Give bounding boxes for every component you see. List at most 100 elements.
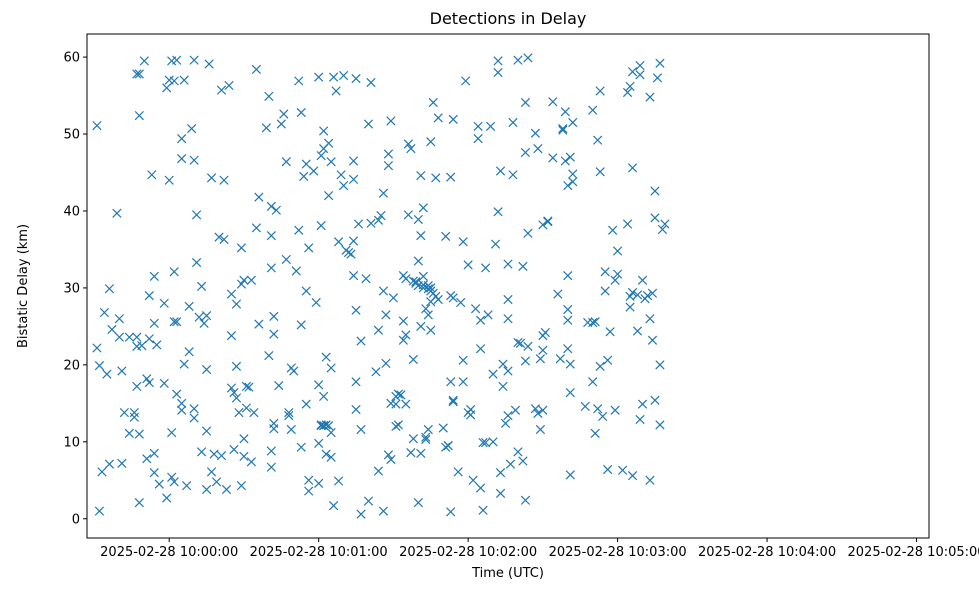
data-point bbox=[558, 125, 568, 135]
data-point bbox=[336, 170, 346, 180]
x-tick-label: 2025-02-28 10:05:00 bbox=[848, 545, 979, 560]
data-point bbox=[97, 467, 107, 477]
data-point bbox=[216, 85, 227, 95]
data-point bbox=[177, 134, 187, 144]
data-point bbox=[378, 188, 389, 198]
data-point bbox=[635, 414, 645, 425]
data-point bbox=[610, 405, 620, 415]
data-point bbox=[179, 75, 189, 85]
data-point bbox=[279, 109, 289, 119]
data-point bbox=[398, 316, 408, 326]
data-point bbox=[149, 271, 159, 282]
data-point bbox=[353, 219, 364, 229]
data-point bbox=[635, 60, 645, 71]
data-point bbox=[254, 319, 264, 329]
data-point bbox=[191, 257, 202, 268]
data-point bbox=[426, 283, 436, 293]
data-point bbox=[348, 236, 359, 246]
data-point bbox=[149, 448, 159, 458]
data-point bbox=[254, 192, 264, 202]
data-point bbox=[401, 399, 411, 409]
data-point bbox=[301, 159, 311, 169]
data-point bbox=[503, 314, 513, 324]
data-point bbox=[373, 466, 384, 476]
data-point bbox=[224, 80, 234, 91]
data-point bbox=[204, 59, 214, 69]
data-point bbox=[311, 297, 321, 308]
data-point bbox=[406, 447, 416, 458]
data-point bbox=[490, 239, 501, 249]
data-point bbox=[137, 341, 147, 351]
data-point bbox=[513, 337, 523, 348]
data-point bbox=[510, 405, 521, 415]
data-point bbox=[635, 70, 645, 80]
data-point bbox=[475, 344, 486, 354]
data-point bbox=[453, 467, 463, 477]
data-point bbox=[291, 266, 301, 276]
data-point bbox=[503, 259, 513, 269]
data-point bbox=[107, 324, 117, 335]
data-point bbox=[560, 107, 570, 117]
data-point bbox=[189, 55, 199, 65]
data-point bbox=[603, 464, 613, 475]
data-point bbox=[508, 170, 518, 180]
data-point bbox=[627, 67, 638, 77]
data-point bbox=[371, 367, 381, 377]
data-point bbox=[132, 381, 142, 392]
data-point bbox=[239, 451, 249, 462]
data-point bbox=[538, 345, 548, 355]
data-point bbox=[593, 404, 603, 414]
data-point bbox=[598, 411, 608, 422]
data-point bbox=[421, 304, 431, 314]
data-point bbox=[458, 377, 468, 387]
data-point bbox=[563, 270, 573, 281]
data-point bbox=[333, 476, 344, 486]
data-point bbox=[266, 446, 276, 456]
data-point bbox=[378, 286, 389, 296]
data-point bbox=[266, 263, 276, 273]
data-point bbox=[503, 411, 513, 421]
data-point bbox=[179, 359, 189, 369]
data-point bbox=[660, 219, 670, 229]
y-tick-label: 50 bbox=[63, 128, 80, 143]
data-point bbox=[104, 284, 115, 294]
data-point bbox=[149, 467, 159, 478]
data-point bbox=[162, 493, 172, 503]
y-axis-title: Bistatic Delay (km) bbox=[16, 224, 31, 348]
data-point bbox=[162, 83, 172, 93]
data-point bbox=[518, 261, 528, 272]
data-point bbox=[650, 213, 660, 223]
data-point bbox=[622, 219, 633, 229]
data-point bbox=[503, 294, 513, 305]
data-point bbox=[650, 395, 660, 405]
data-point bbox=[261, 123, 271, 133]
data-point bbox=[348, 174, 359, 185]
data-point bbox=[398, 335, 408, 345]
data-point bbox=[456, 297, 466, 308]
data-point bbox=[301, 286, 311, 296]
data-point bbox=[563, 344, 573, 354]
data-point bbox=[316, 150, 326, 161]
data-point bbox=[593, 135, 603, 145]
data-point bbox=[647, 288, 658, 298]
data-point bbox=[119, 407, 129, 418]
x-tick-label: 2025-02-28 10:03:00 bbox=[549, 545, 687, 560]
data-point bbox=[319, 126, 329, 136]
data-point bbox=[388, 293, 399, 303]
y-tick-label: 20 bbox=[63, 358, 80, 373]
data-point bbox=[391, 421, 401, 432]
data-point bbox=[448, 114, 458, 125]
data-point bbox=[304, 243, 314, 253]
data-point bbox=[328, 501, 339, 511]
data-point bbox=[625, 81, 635, 91]
data-point bbox=[159, 298, 169, 308]
data-point bbox=[495, 467, 506, 478]
data-point bbox=[647, 335, 658, 345]
data-point bbox=[274, 381, 284, 391]
data-point bbox=[177, 405, 187, 415]
data-point bbox=[296, 107, 306, 118]
data-point bbox=[169, 76, 179, 86]
data-point bbox=[448, 293, 458, 303]
data-point bbox=[588, 105, 598, 115]
data-point bbox=[563, 315, 573, 325]
